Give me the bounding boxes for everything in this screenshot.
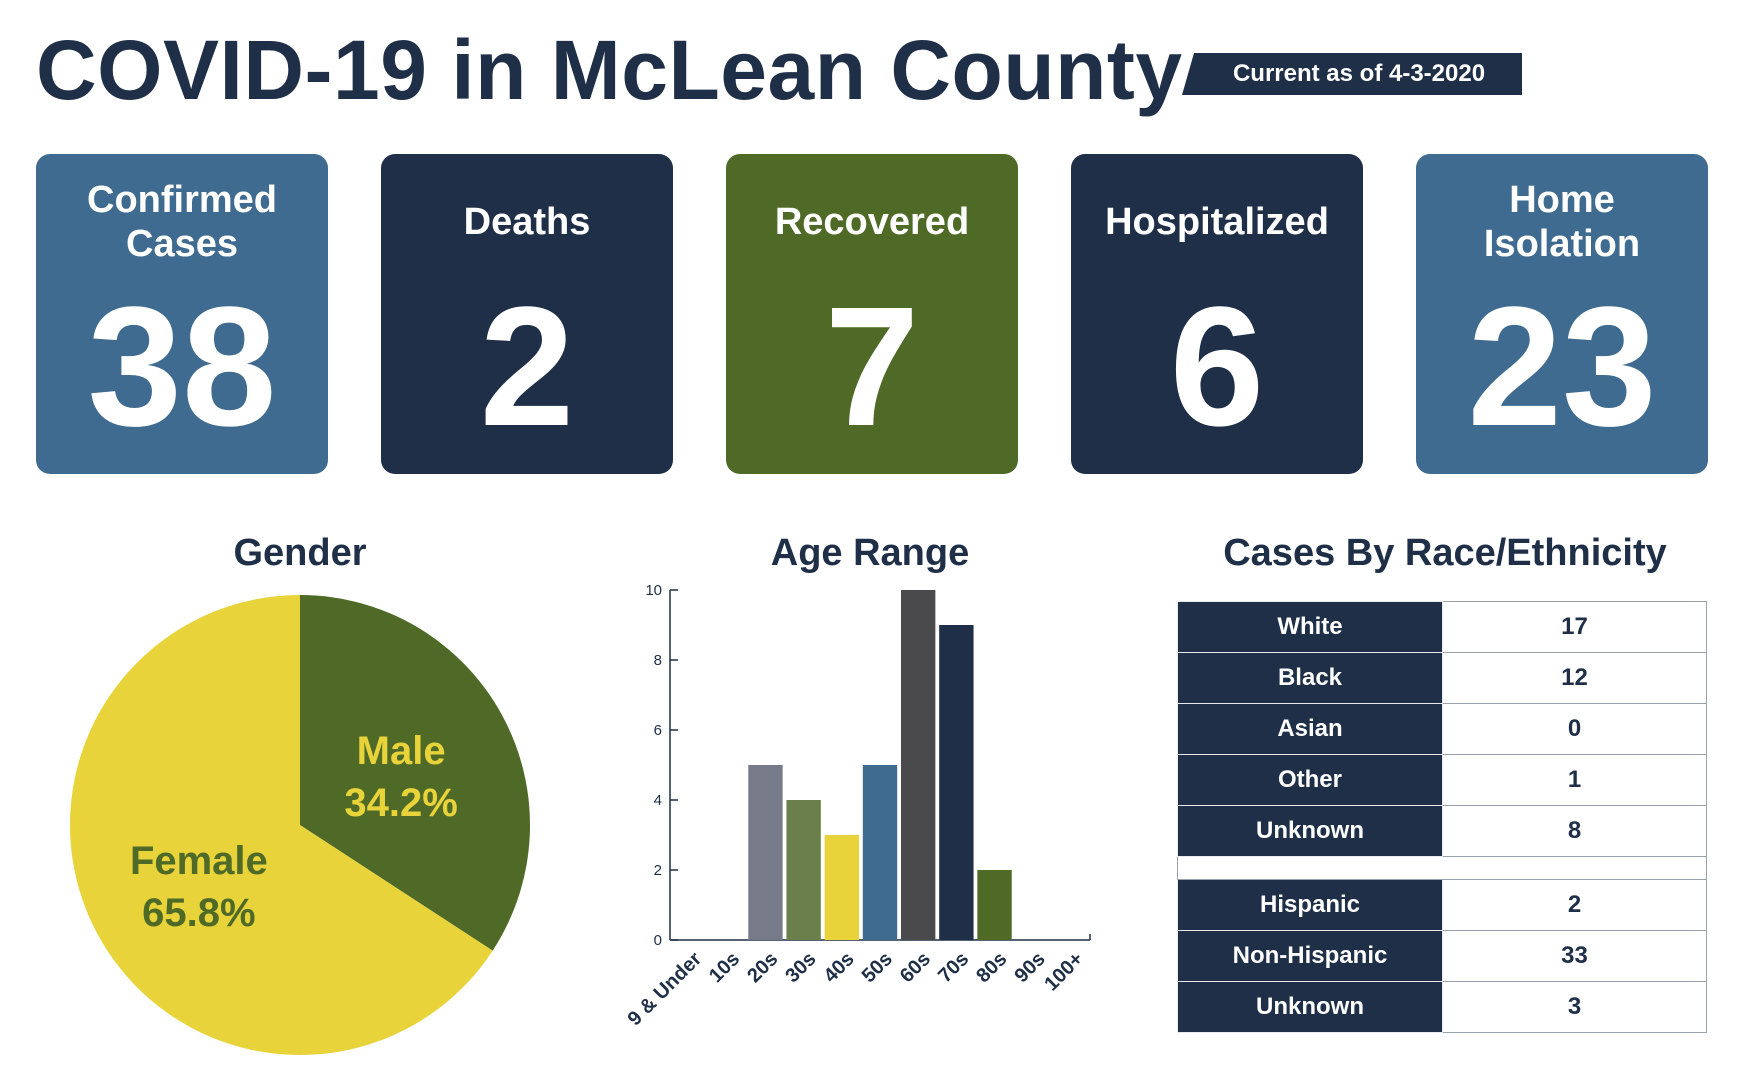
x-tick-label: 60s — [896, 948, 935, 987]
race-count: 1 — [1442, 754, 1707, 806]
stat-label: Recovered — [774, 201, 970, 243]
ethnicity-label: Hispanic — [1177, 879, 1443, 931]
stat-card-recovered: Recovered 7 — [726, 154, 1018, 474]
stat-label: Home Isolation — [1483, 179, 1641, 265]
gender-pie-chart: Male 34.2% Female 65.8% — [69, 595, 530, 1055]
ethnicity-count: 3 — [1442, 981, 1707, 1033]
x-tick-label: 100+ — [1040, 948, 1087, 995]
pie-percent-male: 34.2% — [344, 781, 457, 825]
ethnicity-label: Unknown — [1177, 981, 1443, 1033]
x-tick-label: 20s — [743, 948, 782, 987]
x-tick-label: 80s — [972, 948, 1011, 987]
bar-70s — [939, 625, 974, 940]
bar-30s — [786, 800, 821, 940]
stat-label: Hospitalized — [1105, 201, 1329, 243]
race-ethnicity-table: White 17 Black 12 Asian 0 Other 1 Unknow… — [1177, 601, 1707, 1033]
stat-value: 6 — [1169, 272, 1265, 462]
age-range-bar-chart: 0 2 4 6 8 10 9 & Under 10s 20s 30s 40s 50s 60s 70s 80s… — [624, 582, 1091, 1031]
x-tick-label: 50s — [858, 948, 897, 987]
race-label: Unknown — [1177, 805, 1443, 857]
table-row: Asian 0 — [1177, 703, 1707, 755]
ethnicity-count: 2 — [1442, 879, 1707, 931]
race-section-title: Cases By Race/Ethnicity — [1223, 532, 1667, 574]
y-tick-label: 2 — [654, 862, 662, 879]
bar-80s — [977, 870, 1012, 940]
stat-card-deaths: Deaths 2 — [381, 154, 673, 474]
race-label: Other — [1177, 754, 1443, 806]
pie-slice-male — [300, 595, 530, 951]
pie-label-female: Female — [130, 839, 268, 883]
table-row: Black 12 — [1177, 652, 1707, 704]
stat-label: Confirmed Cases — [87, 179, 277, 265]
age-section-title: Age Range — [770, 532, 970, 574]
race-count: 17 — [1442, 601, 1707, 653]
pie-slice-female — [69, 595, 493, 1055]
y-tick-label: 10 — [645, 582, 662, 599]
pie-label-male: Male — [357, 729, 446, 773]
x-tick-label: 10s — [705, 948, 744, 987]
y-tick-label: 0 — [654, 932, 662, 949]
stat-card-confirmed-cases: Confirmed Cases 38 — [36, 154, 328, 474]
y-tick-label: 8 — [654, 652, 662, 669]
x-tick-label: 70s — [934, 948, 973, 987]
gender-section-title: Gender — [233, 532, 367, 574]
stat-value: 38 — [87, 272, 277, 462]
stat-label: Deaths — [463, 201, 591, 243]
stat-value: 7 — [824, 272, 920, 462]
stat-card-home-isolation: Home Isolation 23 — [1416, 154, 1708, 474]
ethnicity-count: 33 — [1442, 930, 1707, 982]
table-spacer-row — [1177, 856, 1707, 880]
table-row: Non-Hispanic 33 — [1177, 930, 1707, 982]
table-row: White 17 — [1177, 601, 1707, 653]
table-row: Unknown 8 — [1177, 805, 1707, 857]
race-label: White — [1177, 601, 1443, 653]
race-label: Asian — [1177, 703, 1443, 755]
x-tick-label: 30s — [781, 948, 820, 987]
table-row: Unknown 3 — [1177, 981, 1707, 1033]
bar-20s — [748, 765, 783, 940]
race-count: 8 — [1442, 805, 1707, 857]
as-of-date-badge: Current as of 4-3-2020 — [1182, 53, 1522, 95]
bar-50s — [862, 765, 898, 940]
stat-value: 23 — [1467, 272, 1657, 462]
stat-card-hospitalized: Hospitalized 6 — [1071, 154, 1363, 474]
page-title: COVID-19 in McLean County — [36, 23, 1183, 117]
y-tick-label: 4 — [654, 792, 662, 809]
spacer-cell — [1177, 856, 1707, 880]
x-tick-label: 40s — [820, 948, 859, 987]
bar-40s — [824, 835, 859, 940]
y-tick-label: 6 — [654, 722, 662, 739]
race-count: 12 — [1442, 652, 1707, 704]
race-count: 0 — [1442, 703, 1707, 755]
pie-percent-female: 65.8% — [142, 891, 255, 935]
ethnicity-label: Non-Hispanic — [1177, 930, 1443, 982]
table-row: Hispanic 2 — [1177, 879, 1707, 931]
x-tick-label: 9 & Under — [624, 948, 707, 1031]
stat-value: 2 — [479, 272, 575, 462]
table-row: Other 1 — [1177, 754, 1707, 806]
race-label: Black — [1177, 652, 1443, 704]
bar-60s — [901, 590, 936, 940]
